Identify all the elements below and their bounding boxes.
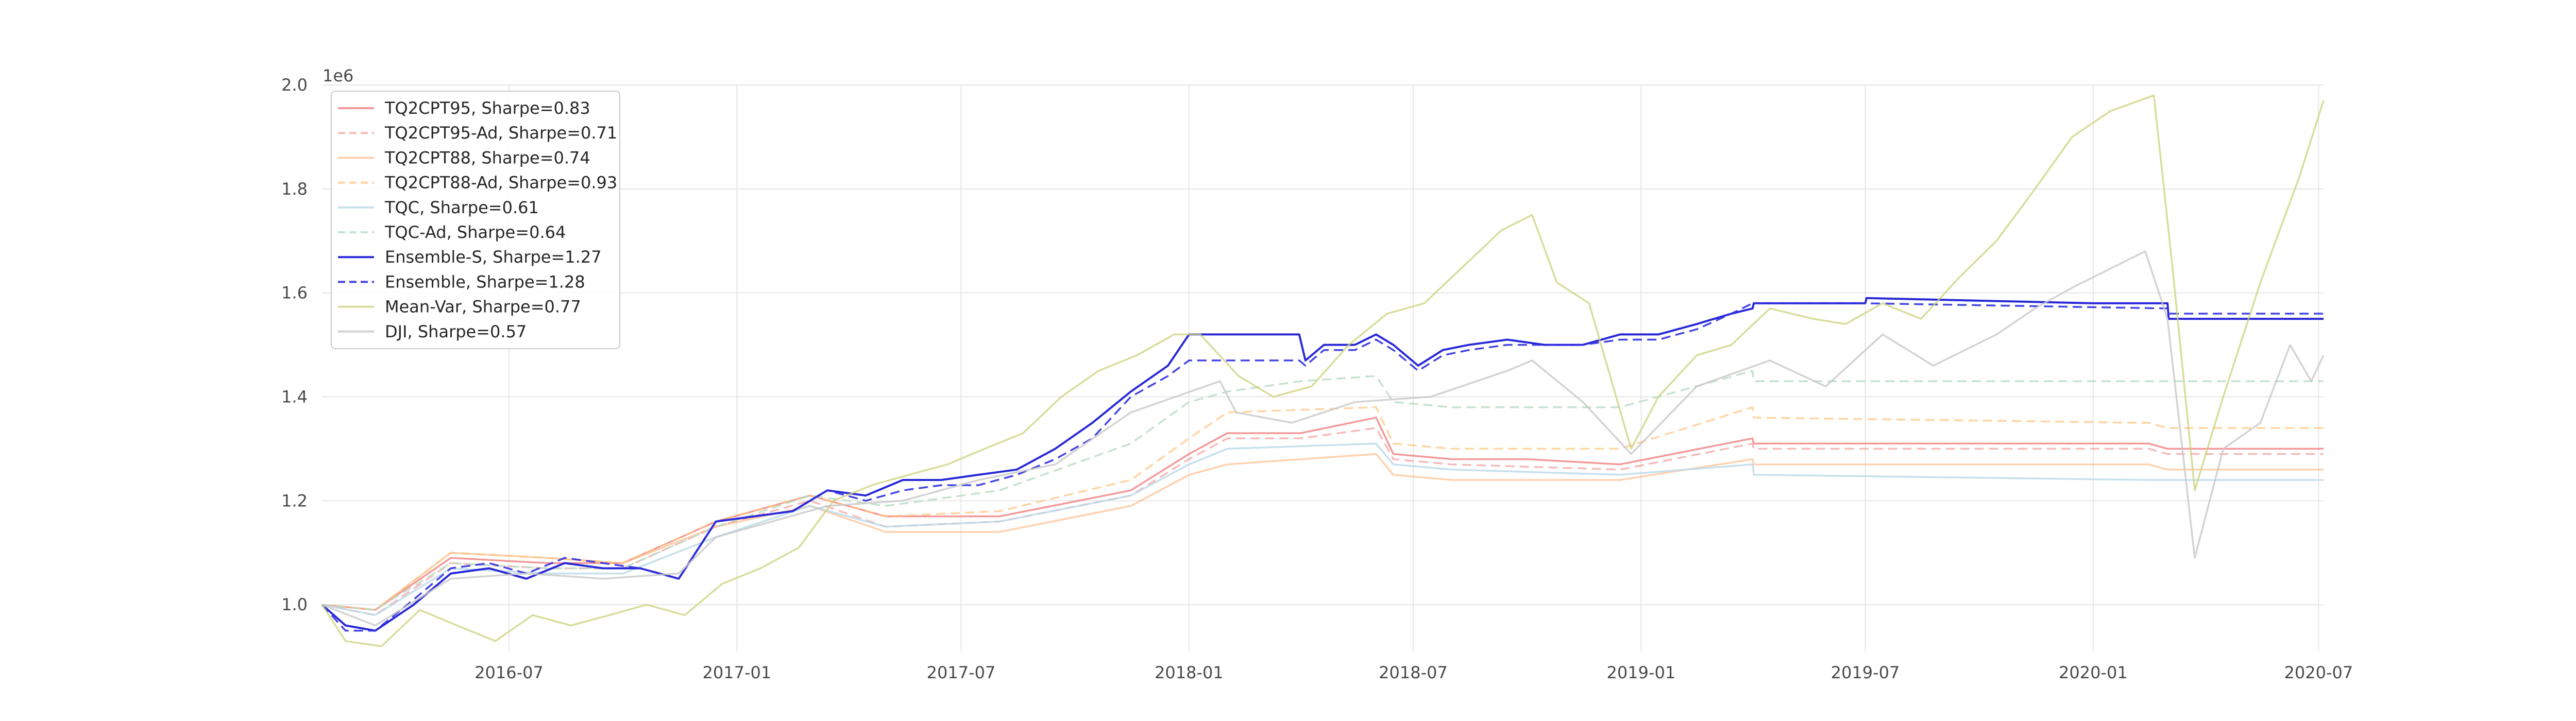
legend-label: TQ2CPT88, Sharpe=0.74 [384,148,590,167]
axis-ticks: 1.0 1.2 1.4 1.6 1.8 2.0 2016-07 2017-01 2017-07 2… [281,75,2353,682]
y-tick-label: 2.0 [281,75,308,95]
legend-label: Mean-Var, Sharpe=0.77 [385,297,581,317]
series-line-6 [321,297,2324,632]
legend-label: Ensemble-S, Sharpe=1.27 [385,247,602,267]
legend-label: TQ2CPT95-Ad, Sharpe=0.71 [384,123,617,143]
x-tick-label: 2017-01 [703,663,772,682]
series-line-7 [321,302,2324,632]
x-tick-label: 2020-01 [2059,663,2128,682]
y-tick-label: 1.2 [281,491,308,510]
x-tick-label: 2018-01 [1155,663,1224,682]
legend-label: TQ2CPT88-Ad, Sharpe=0.93 [384,173,617,193]
x-tick-label: 2019-07 [1831,663,1900,682]
x-tick-label: 2019-01 [1606,663,1675,682]
legend-box [331,91,620,349]
y-offset-text: 1e6 [323,66,353,85]
legend-label: Ensemble, Sharpe=1.28 [385,272,585,291]
grid [322,84,2324,651]
series-line-9 [321,250,2325,627]
series-line-4 [321,442,2324,616]
legend-label: TQC, Sharpe=0.61 [384,198,539,217]
series-line-0 [321,417,2324,611]
y-tick-label: 1.8 [281,179,308,199]
legend-label: TQC-Ad, Sharpe=0.64 [384,222,566,242]
series-line-2 [321,453,2324,611]
series-line-5 [321,370,2324,611]
x-tick-label: 2018-07 [1379,663,1448,682]
x-tick-label: 2016-07 [474,663,544,682]
legend-label: DJI, Sharpe=0.57 [385,322,527,341]
legend: TQ2CPT95, Sharpe=0.83 TQ2CPT95-Ad, Sharpe… [331,91,620,349]
y-tick-label: 1.6 [281,283,308,303]
x-tick-label: 2017-07 [927,663,996,682]
x-tick-label: 2020-07 [2284,663,2353,682]
series-line-8 [321,94,2325,647]
series-line-3 [321,406,2324,611]
y-tick-label: 1.4 [281,387,308,407]
series-lines [321,94,2325,647]
series-line-1 [321,427,2324,616]
y-tick-label: 1.0 [281,595,308,614]
legend-label: TQ2CPT95, Sharpe=0.83 [384,98,590,118]
